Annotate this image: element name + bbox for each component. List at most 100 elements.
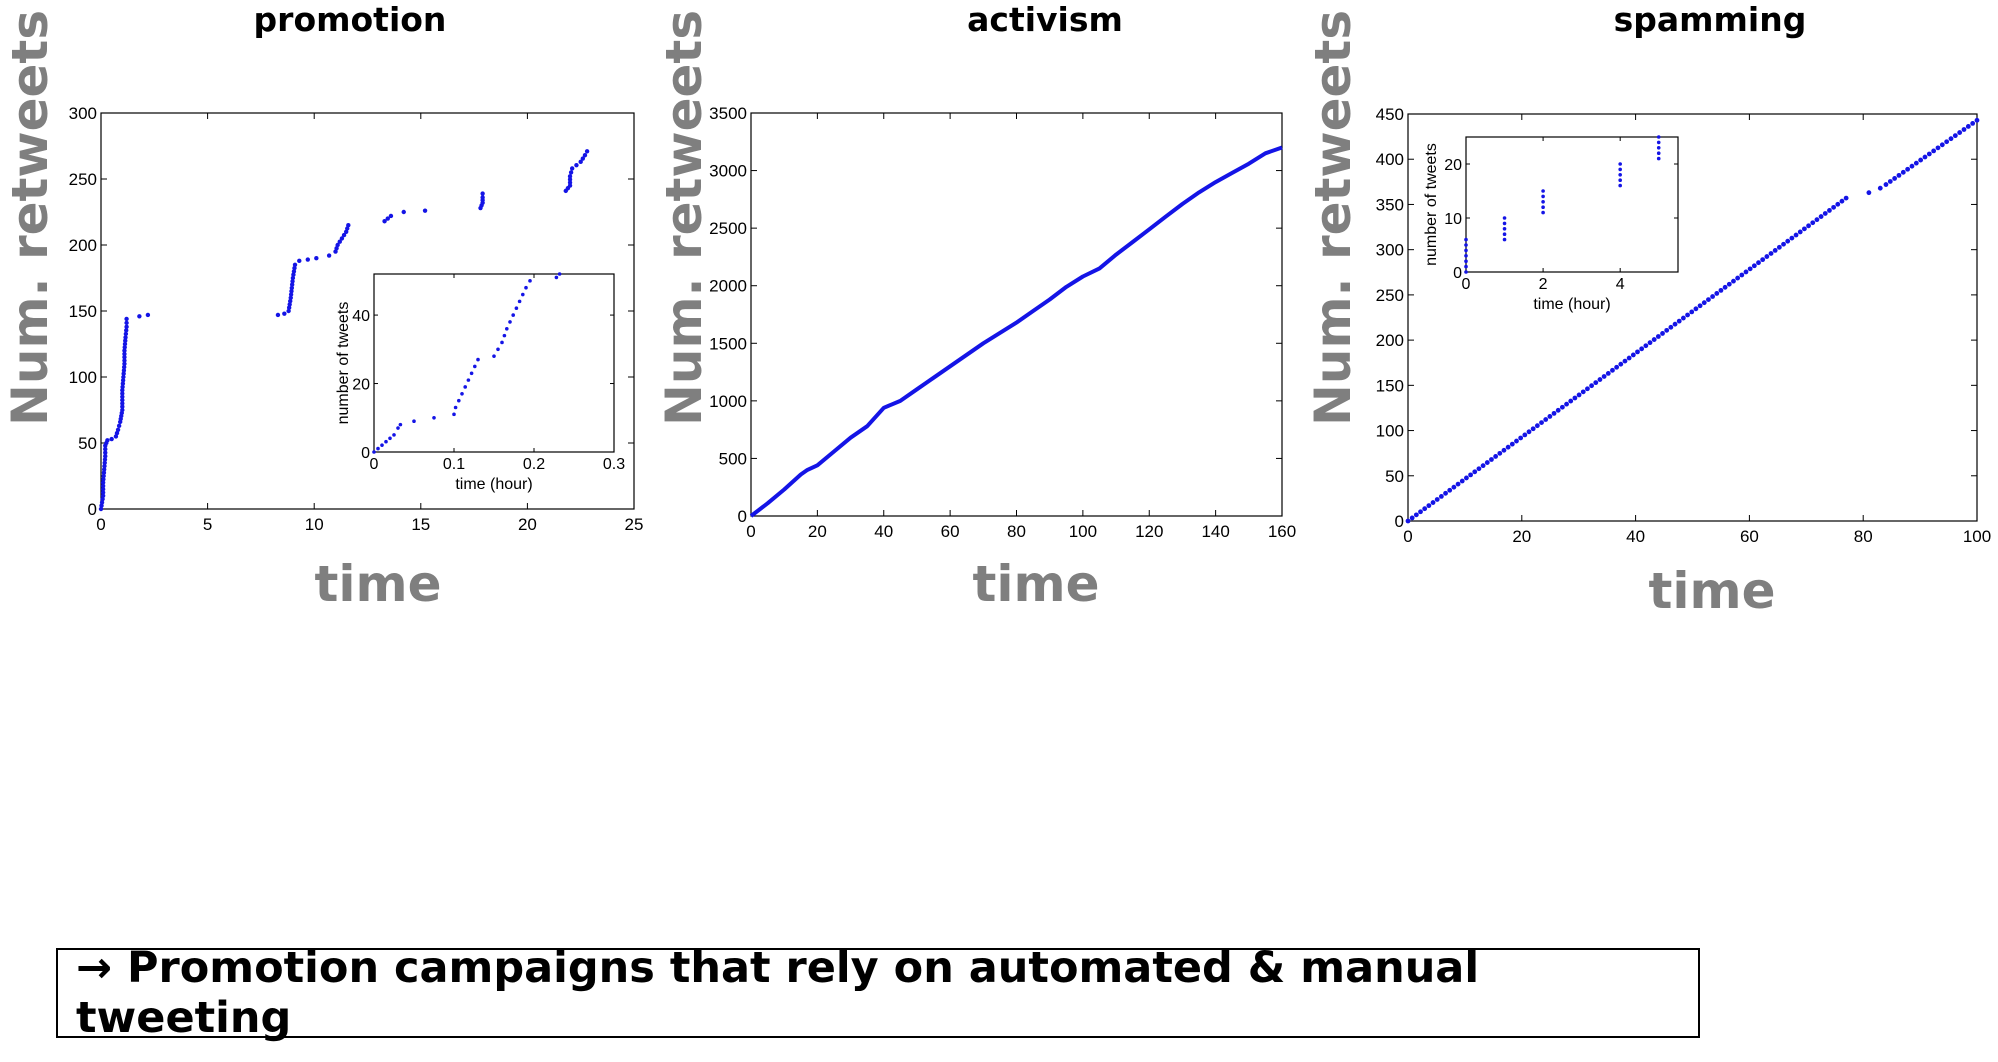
promotion-series-point: [100, 493, 106, 498]
promotion-series-point: [343, 229, 349, 234]
spamming-series-point: [1476, 466, 1482, 472]
spamming-ytick-label: 50: [1385, 467, 1404, 486]
promotion-series-point: [121, 374, 126, 380]
spamming-series-point: [1564, 401, 1569, 407]
spamming-series-point: [1726, 281, 1732, 287]
spamming-series-point: [1443, 490, 1448, 496]
spamming-series-point: [1822, 211, 1828, 216]
spamming-series-point: [1514, 438, 1519, 444]
spamming-inset-series-point: [1464, 259, 1468, 264]
promotion-series-point: [314, 256, 319, 261]
promotion-inset-series-point: [463, 385, 468, 389]
promotion-xtick-label: 0: [96, 515, 105, 534]
activism-ytick-label: 0: [738, 507, 747, 526]
promotion-series-point: [120, 394, 125, 399]
spamming-inset-xtick-label: 0: [1462, 276, 1471, 293]
spamming-series-point: [1697, 303, 1703, 309]
promotion-series-point: [103, 446, 108, 452]
promotion-inset-xtick-label: 0.2: [523, 456, 545, 473]
spamming-inset-xtick-label: 4: [1616, 276, 1625, 293]
promotion-series-point: [567, 174, 573, 179]
spamming-series-point: [1839, 198, 1845, 204]
spamming-series-point: [1597, 377, 1603, 382]
promotion-series-point: [567, 180, 573, 185]
spamming-inset-xtick-label: 2: [1539, 276, 1548, 293]
promotion-inset-xtick-label: 0.3: [603, 456, 625, 473]
promotion-inset-series-point: [514, 306, 519, 311]
spamming-xtick-label: 80: [1854, 527, 1873, 546]
promotion-series-point: [289, 289, 294, 294]
promotion-series-point: [569, 166, 575, 171]
promotion-inset-series-point: [496, 347, 500, 352]
promotion-inset-series-point: [508, 320, 512, 324]
promotion-inset-series-point: [557, 272, 562, 276]
promotion-series-point: [121, 371, 126, 376]
spamming-series-point: [1693, 306, 1699, 312]
spamming-inset-ylabel: number of tweets: [1423, 143, 1440, 266]
activism-xtick-label: 80: [1007, 522, 1026, 541]
spamming-inset-series-point: [1502, 216, 1507, 220]
spamming-series-point: [1948, 136, 1954, 142]
spamming-series-point: [1480, 463, 1486, 469]
promotion-series-point: [582, 153, 588, 158]
promotion-series-point: [120, 388, 125, 393]
spamming-ytick-label: 150: [1376, 376, 1404, 395]
promotion-ytick-label: 200: [69, 236, 97, 255]
activism-ytick-label: 2000: [709, 277, 747, 296]
promotion-series-point: [289, 285, 295, 291]
spamming-series-point: [1806, 223, 1811, 229]
spamming-series-point: [1505, 444, 1511, 450]
promotion-series-point: [346, 223, 351, 228]
spamming-inset-series-point: [1656, 135, 1661, 139]
spamming-series-point: [1722, 284, 1728, 290]
spamming-series-point: [1526, 429, 1532, 435]
spamming-series-point: [1931, 148, 1937, 154]
promotion-series-point: [100, 490, 106, 495]
spamming-inset-series-point: [1464, 264, 1468, 269]
spamming-xtick-label: 40: [1626, 527, 1645, 546]
spamming-series-point: [1668, 324, 1674, 330]
promotion-inset-series-point: [505, 326, 509, 331]
spamming-series-point: [1935, 145, 1941, 151]
promotion-inset-ytick-label: 20: [352, 377, 370, 394]
spamming-series-point: [1701, 300, 1707, 306]
spamming-series-point: [1970, 120, 1976, 126]
promotion-series-point: [123, 338, 128, 343]
spamming-series-point: [1672, 321, 1678, 327]
spamming-series-point: [1952, 133, 1958, 139]
spamming-inset-series-point: [1541, 205, 1545, 209]
spamming-series-point: [1706, 297, 1711, 302]
promotion-inset-axes: 0 0.1 0.2 0.3 0 20 40: [352, 272, 625, 473]
promotion-series-point: [388, 213, 394, 219]
promotion-ytick-label: 100: [69, 368, 97, 387]
promotion-series-point: [100, 483, 106, 489]
promotion-series-point: [124, 316, 129, 322]
spamming-series-point: [1743, 269, 1749, 275]
spamming-series-point: [1451, 484, 1457, 490]
promotion-series-point: [99, 500, 105, 505]
spamming-series-point: [1585, 386, 1590, 392]
promotion-inset-series-point: [521, 292, 525, 297]
spamming-series-point: [1639, 346, 1645, 352]
spamming-series-point: [1866, 190, 1872, 196]
promotion-series-point: [124, 324, 129, 330]
spamming-series-point: [1501, 447, 1507, 453]
promotion-inset-series-point: [384, 439, 388, 444]
spamming-series-point: [1965, 124, 1971, 129]
promotion-series-point: [292, 262, 298, 267]
promotion-series-point: [100, 480, 106, 485]
promotion-series-point: [422, 208, 428, 213]
promotion-series-point: [286, 305, 292, 310]
promotion-series-point: [116, 423, 122, 429]
spamming-series-point: [1464, 475, 1469, 481]
promotion-series-point: [113, 434, 119, 439]
promotion-xtick-label: 15: [411, 515, 430, 534]
spamming-inset-frame: [1465, 136, 1679, 273]
promotion-series-point: [282, 311, 287, 316]
spamming-series-point: [1593, 380, 1599, 386]
spamming-series-point: [1635, 349, 1640, 355]
spamming-series-point: [1551, 410, 1557, 416]
x-axis-label-promotion: time: [314, 555, 442, 613]
promotion-series-point: [120, 391, 125, 396]
promotion-series-point: [580, 156, 586, 161]
